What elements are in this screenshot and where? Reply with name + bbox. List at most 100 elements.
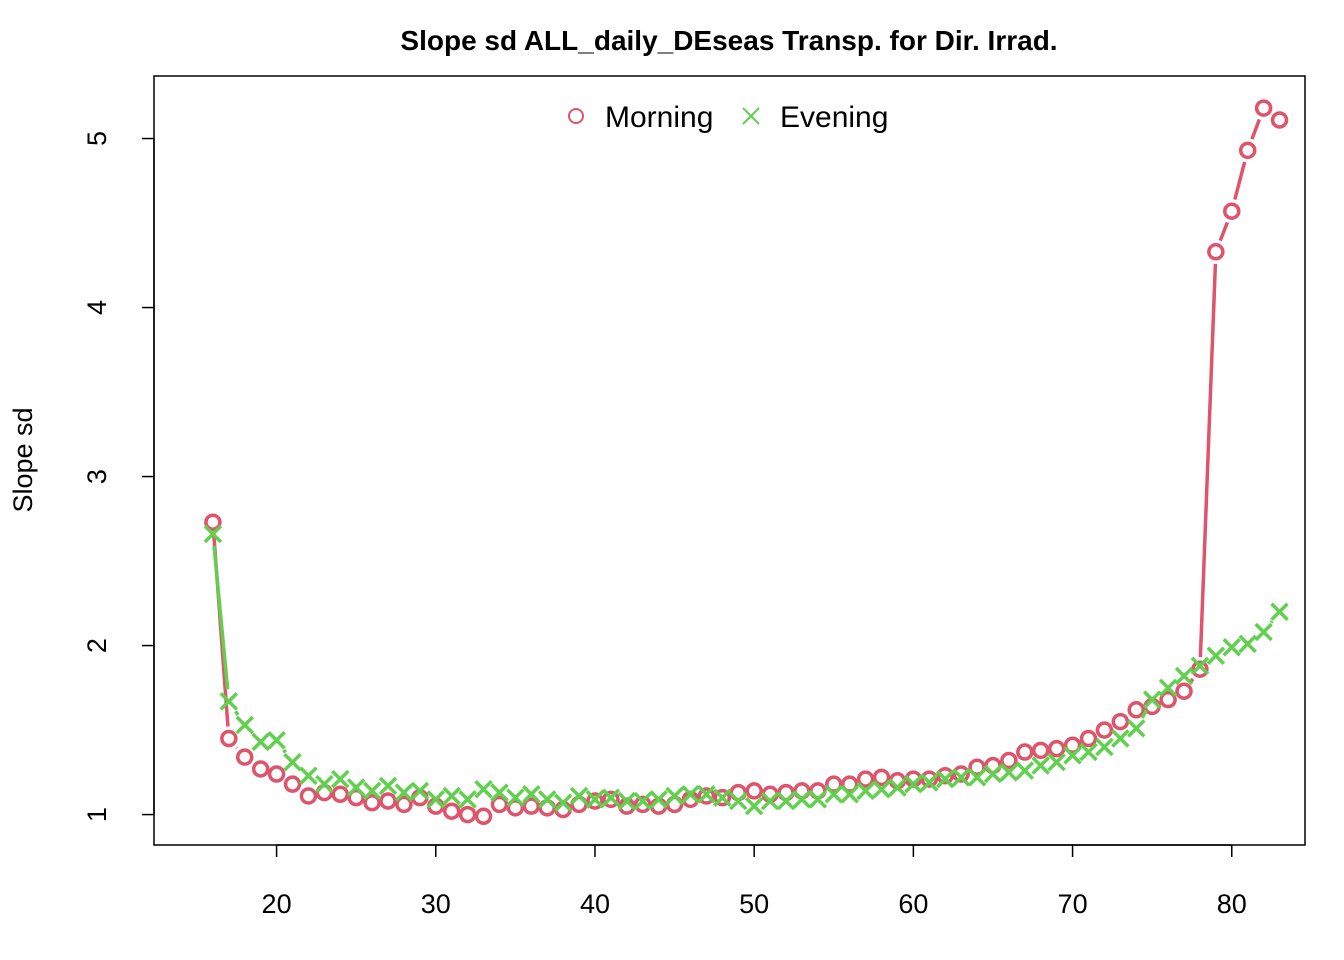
data-point-morning: [299, 787, 318, 805]
legend-label-evening: Evening: [780, 101, 888, 134]
data-point-evening: [999, 763, 1019, 782]
x-tick-label: 60: [898, 889, 928, 919]
data-point-evening: [1238, 634, 1257, 654]
data-point-morning: [1000, 751, 1018, 770]
series-evening-segment: [1269, 620, 1274, 624]
series-morning-segment: [1250, 118, 1262, 140]
data-point-morning: [745, 782, 763, 800]
data-point-evening: [426, 790, 446, 809]
data-point-morning: [697, 787, 716, 805]
data-point-morning: [1127, 701, 1146, 719]
x-tick-label: 70: [1058, 889, 1088, 919]
data-point-evening: [1111, 729, 1130, 748]
chart-title: Slope sd ALL_daily_DEseas Transp. for Di…: [400, 25, 1057, 56]
data-point-evening: [792, 790, 812, 809]
x-tick-label: 80: [1217, 889, 1247, 919]
data-point-evening: [378, 776, 398, 796]
series-evening-segment: [282, 748, 287, 754]
data-point-morning: [235, 748, 254, 766]
x-axis: 20 30 40 50 60 70 80: [262, 844, 1247, 919]
data-point-morning: [1238, 141, 1257, 160]
data-point-evening: [458, 790, 477, 809]
data-point-evening: [681, 785, 700, 804]
data-point-evening: [649, 790, 668, 809]
data-point-evening: [569, 786, 589, 806]
data-point-evening: [935, 769, 955, 789]
data-point-morning: [458, 805, 477, 824]
series-evening: [203, 524, 1289, 816]
data-point-evening: [760, 791, 780, 811]
data-point-evening: [872, 779, 891, 799]
data-point-evening: [203, 524, 223, 544]
data-point-morning: [283, 775, 302, 793]
data-point-evening: [1158, 678, 1178, 698]
data-point-evening: [251, 732, 270, 752]
data-point-morning: [1254, 99, 1273, 117]
data-point-morning: [1031, 741, 1050, 760]
data-point-morning: [872, 768, 891, 787]
x-tick-label: 30: [421, 889, 451, 919]
series-morning-segment: [1233, 161, 1247, 201]
data-point-morning: [474, 807, 493, 826]
series-evening-segment: [1140, 709, 1148, 719]
series-morning-segment: [1218, 221, 1230, 242]
data-point-evening: [299, 766, 318, 785]
y-axis: 1 2 3 4 5: [82, 131, 155, 822]
data-point-evening: [633, 791, 652, 811]
data-point-morning: [825, 775, 843, 793]
data-point-morning: [379, 792, 397, 810]
data-point-morning: [442, 802, 461, 820]
data-point-morning: [856, 770, 875, 788]
data-point-evening: [1222, 638, 1242, 657]
data-point-morning: [586, 792, 604, 810]
data-point-evening: [744, 796, 764, 816]
data-point-morning: [952, 765, 970, 783]
data-point-evening: [729, 791, 748, 811]
data-point-morning: [1223, 202, 1241, 220]
data-point-evening: [283, 752, 302, 772]
data-point-morning: [920, 770, 939, 788]
data-point-morning: [1047, 739, 1066, 758]
data-point-evening: [267, 730, 286, 750]
data-point-evening: [1015, 761, 1035, 780]
data-point-morning: [1175, 682, 1193, 700]
data-point-evening: [713, 788, 732, 807]
data-point-morning: [506, 799, 525, 817]
data-point-evening: [601, 788, 621, 807]
y-tick-label: 1: [82, 807, 112, 822]
data-point-evening: [474, 779, 493, 799]
data-point-evening: [983, 764, 1003, 784]
plot-box: [153, 75, 1306, 846]
y-axis-label: Slope sd: [8, 407, 38, 512]
data-point-evening: [1047, 752, 1066, 772]
data-point-morning: [602, 790, 620, 809]
data-point-evening: [1142, 690, 1162, 709]
data-point-morning: [1016, 743, 1034, 761]
data-point-evening: [1270, 602, 1289, 622]
data-point-morning: [267, 765, 286, 783]
data-point-evening: [585, 790, 605, 809]
x-tick-label: 50: [739, 889, 769, 919]
data-point-evening: [808, 790, 828, 809]
data-point-morning: [1095, 721, 1114, 739]
y-tick-label: 4: [82, 300, 112, 315]
data-point-morning: [633, 795, 652, 814]
data-point-evening: [1095, 737, 1114, 757]
data-point-morning: [1159, 690, 1177, 709]
data-point-morning: [204, 513, 222, 531]
data-point-evening: [840, 785, 859, 804]
data-point-evening: [1254, 622, 1273, 642]
data-point-evening: [442, 786, 461, 806]
legend-marker-morning: [568, 108, 584, 124]
data-point-evening: [951, 768, 971, 787]
data-point-morning: [1207, 243, 1225, 261]
data-point-evening: [346, 778, 366, 797]
data-point-evening: [394, 783, 414, 802]
data-point-evening: [617, 791, 637, 811]
legend-label-morning: Morning: [605, 101, 713, 134]
data-point-morning: [331, 785, 350, 804]
x-tick-label: 40: [580, 889, 610, 919]
data-point-evening: [824, 785, 844, 804]
data-point-morning: [251, 760, 270, 778]
data-point-evening: [219, 692, 239, 711]
